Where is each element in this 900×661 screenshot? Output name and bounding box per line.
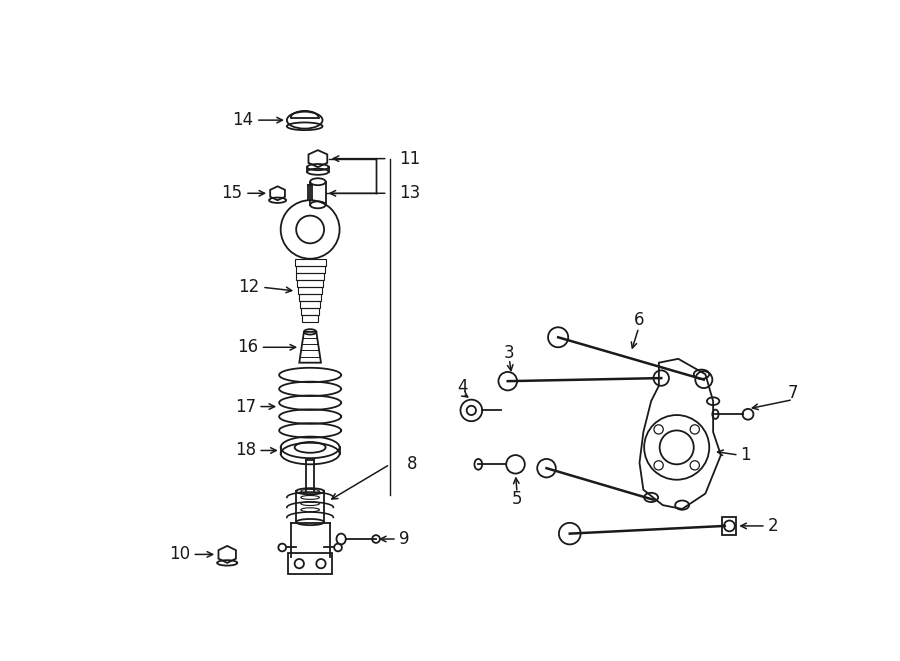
Text: 5: 5 bbox=[512, 490, 522, 508]
Bar bbox=[296, 273, 324, 280]
Bar bbox=[302, 315, 319, 322]
Text: 10: 10 bbox=[169, 545, 190, 563]
Text: 4: 4 bbox=[457, 378, 468, 397]
Text: 18: 18 bbox=[235, 442, 256, 459]
Text: 15: 15 bbox=[221, 184, 243, 202]
Bar bbox=[723, 517, 736, 535]
Text: 16: 16 bbox=[237, 338, 258, 356]
Text: 12: 12 bbox=[238, 278, 260, 296]
Text: 9: 9 bbox=[400, 530, 410, 548]
Bar bbox=[297, 280, 323, 287]
Bar bbox=[300, 293, 321, 301]
Bar bbox=[295, 266, 325, 273]
Text: 14: 14 bbox=[232, 111, 254, 129]
Text: 3: 3 bbox=[504, 344, 515, 362]
Bar bbox=[294, 258, 326, 266]
Text: 2: 2 bbox=[768, 517, 778, 535]
Bar bbox=[288, 553, 332, 574]
Text: 13: 13 bbox=[400, 184, 420, 202]
Text: 17: 17 bbox=[235, 397, 256, 416]
Text: 7: 7 bbox=[788, 385, 798, 403]
Text: 6: 6 bbox=[634, 311, 644, 329]
Bar bbox=[301, 301, 320, 308]
Text: 1: 1 bbox=[740, 446, 751, 464]
Bar bbox=[298, 287, 322, 293]
Text: 11: 11 bbox=[400, 149, 420, 168]
Text: 8: 8 bbox=[407, 455, 418, 473]
Bar bbox=[302, 308, 319, 315]
